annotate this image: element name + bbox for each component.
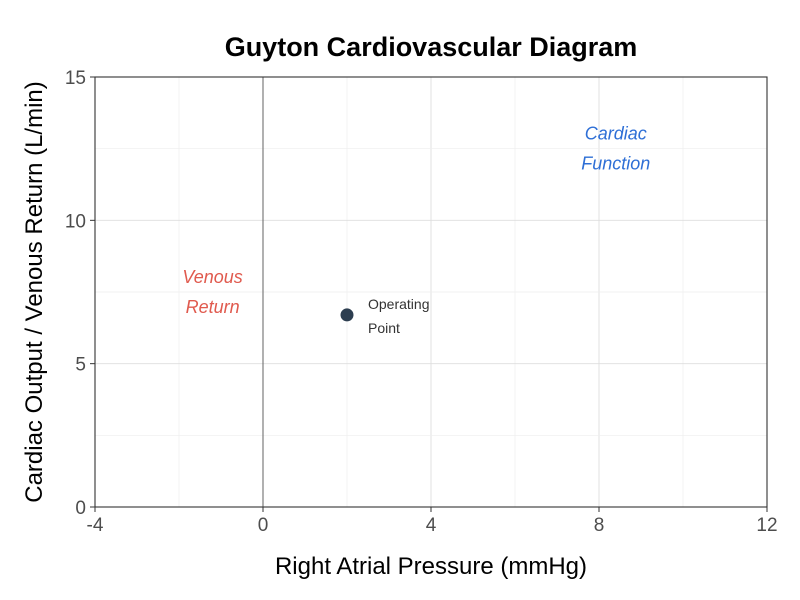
chart-title: Guyton Cardiovascular Diagram [225,32,638,62]
grid [94,76,768,508]
x-tick-label: 4 [426,515,437,536]
x-tick-label: 0 [258,515,269,536]
y-tick-label: 0 [75,498,86,519]
x-axis-ticks: -4 0 4 8 12 [87,507,778,536]
annotation-label: Function [581,154,650,174]
operating-point-label: Operating [368,296,429,312]
operating-point-label: Point [368,320,400,336]
annotations: Venous Return Cardiac Function [182,124,650,317]
operating-point-marker [340,308,354,322]
y-axis-ticks: 0 5 10 15 [65,68,95,519]
x-tick-label: -4 [87,515,104,536]
x-axis-title: Right Atrial Pressure (mmHg) [275,553,587,580]
x-tick-label: 12 [756,515,777,536]
data-points: Operating Point [340,296,429,336]
annotation-label: Venous [182,267,242,287]
x-tick-label: 8 [594,515,605,536]
y-tick-label: 5 [75,355,86,376]
annotation-label: Cardiac [585,124,647,144]
y-axis-title: Cardiac Output / Venous Return (L/min) [21,81,48,503]
y-tick-label: 10 [65,211,86,232]
annotation-label: Return [186,297,240,317]
y-tick-label: 15 [65,68,86,89]
